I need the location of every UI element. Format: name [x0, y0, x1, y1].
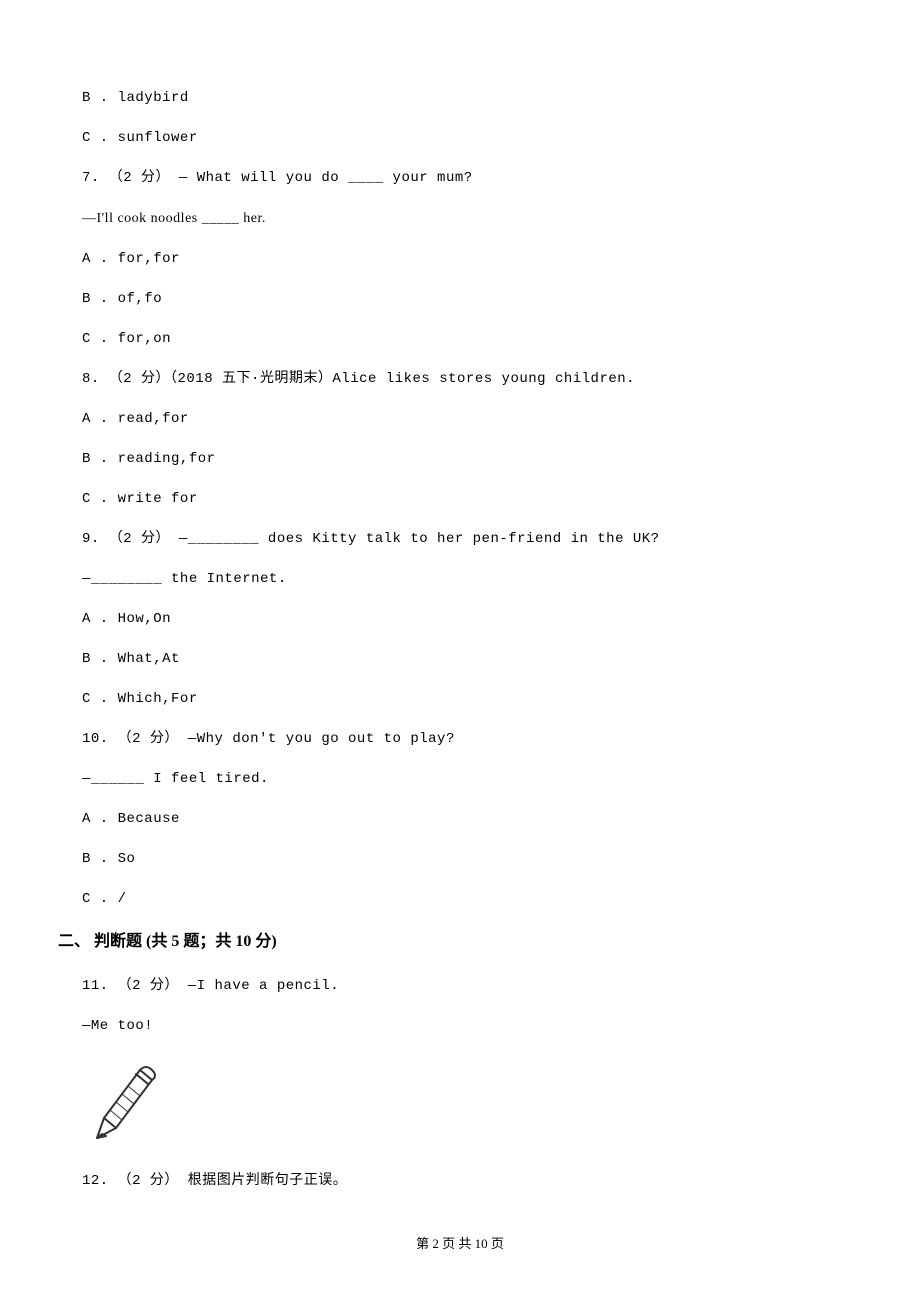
q8-option-a: A . read,for: [82, 409, 838, 430]
q8-option-b: B . reading,for: [82, 449, 838, 470]
q9-option-b: B . What,At: [82, 649, 838, 670]
q10-option-a: A . Because: [82, 809, 838, 830]
q10-stem: 10. （2 分） —Why don't you go out to play?: [82, 729, 838, 750]
page-content: B . ladybird C . sunflower 7. （2 分） — Wh…: [0, 0, 920, 1192]
q9-stem: 9. （2 分） —________ does Kitty talk to he…: [82, 529, 838, 550]
q10-option-c: C . /: [82, 889, 838, 910]
q8-stem: 8. （2 分）（2018 五下·光明期末）Alice likes stores…: [82, 369, 838, 390]
pencil-icon: [82, 1056, 838, 1153]
option-c-sunflower: C . sunflower: [82, 128, 838, 149]
q7-option-a: A . for,for: [82, 249, 838, 270]
q9-follow: —________ the Internet.: [82, 569, 838, 590]
q9-option-c: C . Which,For: [82, 689, 838, 710]
q11-stem: 11. （2 分） —I have a pencil.: [82, 976, 838, 997]
q9-option-a: A . How,On: [82, 609, 838, 630]
q12-stem: 12. （2 分） 根据图片判断句子正误。: [82, 1171, 838, 1192]
option-b-ladybird: B . ladybird: [82, 88, 838, 109]
q8-option-c: C . write for: [82, 489, 838, 510]
section-2-header: 二、 判断题 (共 5 题；共 10 分): [58, 930, 838, 954]
q10-follow: —______ I feel tired.: [82, 769, 838, 790]
q11-follow: —Me too!: [82, 1016, 838, 1037]
q7-option-b: B . of,fo: [82, 289, 838, 310]
q7-follow: —I'll cook noodles _____ her.: [82, 208, 838, 230]
page-footer: 第 2 页 共 10 页: [0, 1233, 920, 1252]
q7-stem: 7. （2 分） — What will you do ____ your mu…: [82, 168, 838, 189]
q7-option-c: C . for,on: [82, 329, 838, 350]
q10-option-b: B . So: [82, 849, 838, 870]
